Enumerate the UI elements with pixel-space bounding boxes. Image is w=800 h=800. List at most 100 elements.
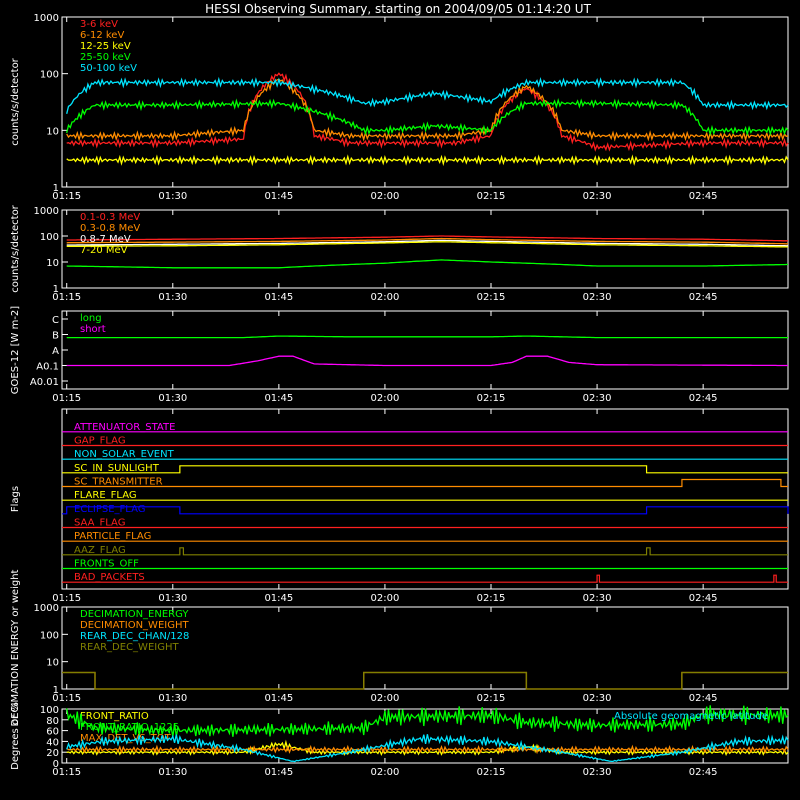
y-axis-label: Degrees or % (10, 702, 21, 770)
legend-entry: long (80, 313, 102, 324)
flag-label: BAD_PACKETS (74, 572, 145, 583)
flag-label: SAA_FLAG (74, 518, 125, 529)
flag-line (62, 465, 788, 474)
panel3-frame (61, 310, 789, 390)
series-line (66, 154, 789, 167)
series-line (66, 335, 788, 339)
x-tick-label: 01:15 (52, 393, 81, 404)
series-line (66, 744, 789, 755)
series-line (66, 705, 789, 737)
x-tick-label: 02:00 (371, 191, 400, 202)
x-tick-label: 02:15 (477, 393, 506, 404)
legend-entry: FRONT_RATIO (80, 711, 149, 722)
flag-line (62, 574, 788, 583)
flag-label: FLARE_FLAG (74, 490, 137, 501)
x-tick-label: 02:30 (583, 292, 612, 303)
y-tick-label: 10 (46, 258, 59, 269)
x-tick-label: 02:30 (583, 191, 612, 202)
x-tick-label: 01:30 (158, 393, 187, 404)
x-tick-label: 02:45 (689, 767, 718, 778)
legend-entry: 0.8-7 MeV (80, 234, 131, 245)
y-tick-label: B (52, 331, 59, 342)
x-tick-label: 01:45 (264, 767, 293, 778)
x-tick-label: 02:30 (583, 693, 612, 704)
legend-entry: REAR_DEC_WEIGHT (80, 642, 179, 653)
annotation-label: Absolute geomagnetic latitude (614, 711, 768, 722)
y-tick-label: C (52, 315, 59, 326)
y-axis-label: counts/s/detector (10, 204, 21, 292)
y-tick-label: 1 (53, 183, 59, 194)
x-tick-label: 01:30 (158, 693, 187, 704)
flag-line (62, 547, 788, 556)
y-axis-label: Flags (10, 486, 21, 512)
y-tick-label: 1000 (34, 13, 59, 24)
series-line (62, 671, 788, 690)
y-tick-label: 1 (53, 284, 59, 295)
x-tick-label: 02:00 (371, 693, 400, 704)
legend-entry: 3-6 keV (80, 19, 118, 30)
series-line (66, 76, 789, 114)
legend-entry: 12-25 keV (80, 41, 131, 52)
flag-label: ATTENUATOR_STATE (74, 422, 175, 433)
flag-label: FRONTS_OFF (74, 559, 139, 570)
y-tick-label: A0.01 (30, 377, 59, 388)
series-line (66, 239, 788, 247)
series-line (66, 78, 789, 142)
x-tick-label: 02:45 (689, 292, 718, 303)
legend-entry: DECIMATION_ENERGY (80, 609, 189, 620)
y-axis-label: GOES-12 [W m-2] (10, 306, 21, 394)
y-tick-label: 20 (46, 748, 59, 759)
series-line (66, 237, 788, 245)
x-tick-label: 02:45 (689, 393, 718, 404)
legend-entry: 25-50 keV (80, 52, 131, 63)
y-tick-label: 1 (53, 685, 59, 696)
panel1-frame (61, 16, 789, 188)
panel6-panel: 01:15 01:30 01:45 02:00 02:15 02:30 02:45 02040… (10, 702, 789, 778)
y-tick-label: 60 (46, 727, 59, 738)
y-axis-label: DECIMATION ENERGY or weight (10, 569, 21, 726)
series-line (66, 259, 788, 269)
x-tick-label: 02:00 (371, 593, 400, 604)
y-tick-label: 100 (40, 630, 59, 641)
y-tick-label: 1000 (34, 603, 59, 614)
panel2-frame (61, 209, 789, 289)
y-tick-label: 100 (40, 705, 59, 716)
panel1-panel: 01:15 01:30 01:45 02:00 02:15 02:30 02:45 1 10 10… (10, 13, 789, 202)
x-tick-label: 01:30 (158, 292, 187, 303)
x-tick-label: 01:45 (264, 292, 293, 303)
panels: 01:15 01:30 01:45 02:00 02:15 02:30 02:4511010… (10, 13, 789, 778)
y-tick-label: 80 (46, 716, 59, 727)
y-tick-label: 1000 (34, 206, 59, 217)
flag-label: SC_IN_SUNLIGHT (74, 463, 160, 474)
legend-entry: REAR_DEC_CHAN/128 (80, 631, 189, 642)
x-tick-label: 01:45 (264, 393, 293, 404)
legend-entry: 6-12 keV (80, 30, 124, 41)
x-tick-label: 01:30 (158, 593, 187, 604)
series-line (66, 235, 789, 242)
x-tick-label: 01:30 (158, 767, 187, 778)
x-tick-label: 02:15 (477, 593, 506, 604)
legend-entry: short (80, 324, 106, 335)
panel4-panel: 01:15 01:30 01:45 02:00 02:15 02:30 02:45 Flags… (10, 408, 789, 604)
y-tick-label: 0 (53, 759, 59, 770)
x-tick-label: 02:00 (371, 393, 400, 404)
figure-title: HESSI Observing Summary, starting on 200… (205, 2, 591, 16)
flag-label: SC_TRANSMITTER (74, 477, 163, 488)
panel2-panel: 01:15 01:30 01:45 02:00 02:15 02:30 02:45 1 10 10… (10, 204, 789, 303)
series-line (66, 734, 789, 763)
flag-label: GAP_FLAG (74, 436, 126, 447)
x-tick-label: 02:15 (477, 292, 506, 303)
panel4-frame (61, 408, 789, 590)
x-tick-label: 02:30 (583, 593, 612, 604)
series-line (66, 355, 788, 367)
series-line (62, 671, 788, 690)
x-tick-label: 01:15 (52, 292, 81, 303)
x-tick-label: 01:15 (52, 693, 81, 704)
legend-entry: DECIMATION_WEIGHT (80, 620, 189, 631)
legend-entry: 0.1-0.3 MeV (80, 212, 140, 223)
x-tick-label: 01:30 (158, 191, 187, 202)
x-tick-label: 02:45 (689, 593, 718, 604)
flag-label: AAZ_FLAG (74, 545, 126, 556)
panel5-frame (61, 606, 789, 690)
x-tick-label: 02:30 (583, 393, 612, 404)
